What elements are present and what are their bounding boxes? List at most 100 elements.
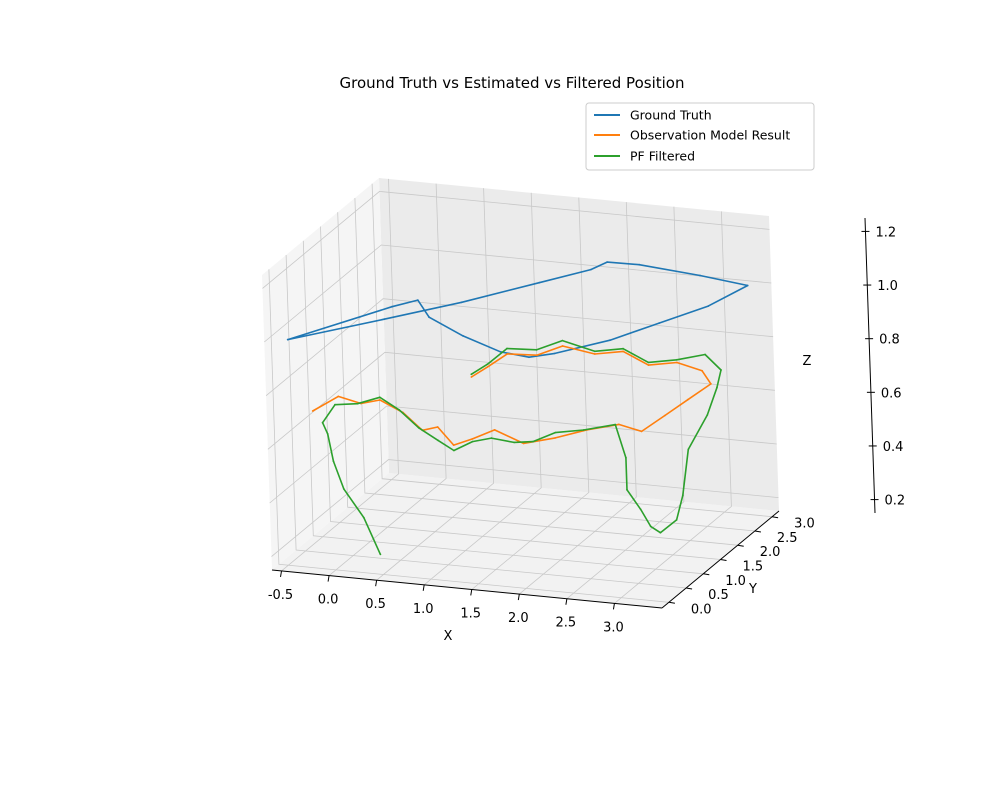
point-ground-truth-15 bbox=[462, 335, 464, 337]
y-tick-label-1: 0.5 bbox=[708, 588, 729, 603]
point-ground-truth-18 bbox=[391, 305, 393, 308]
y-gridline-0 bbox=[268, 269, 669, 603]
point-pf-filtered-18 bbox=[582, 429, 585, 431]
y-tick-label-4: 2.0 bbox=[760, 545, 781, 560]
x-tick-mark-7 bbox=[612, 603, 615, 610]
x-tick-mark-5 bbox=[517, 594, 520, 601]
x-tick-mark-2 bbox=[375, 580, 378, 587]
y-tick-mark-2 bbox=[703, 573, 710, 576]
y-tick-label-2: 1.0 bbox=[725, 574, 746, 589]
z-tick-label-0: 0.2 bbox=[885, 494, 906, 509]
x-tick-label-0: -0.5 bbox=[268, 588, 293, 603]
y-tick-mark-6 bbox=[772, 516, 779, 519]
point-pf-filtered-16 bbox=[532, 440, 534, 443]
point-pf-filtered-20 bbox=[625, 456, 627, 459]
point-ground-truth-17 bbox=[416, 299, 419, 301]
point-pf-filtered-38 bbox=[506, 347, 508, 350]
legend-label-observation-model-result: Observation Model Result bbox=[630, 128, 790, 143]
x-tick-label-4: 1.5 bbox=[460, 606, 481, 621]
z-gridline-1 bbox=[269, 405, 777, 504]
x-gridline-2 bbox=[376, 188, 495, 581]
point-pf-filtered-15 bbox=[513, 441, 515, 444]
point-pf-filtered-14 bbox=[490, 437, 493, 439]
axis-panes bbox=[262, 178, 779, 608]
point-pf-filtered-7 bbox=[356, 402, 359, 405]
point-pf-filtered-5 bbox=[321, 421, 324, 424]
point-observation-model-result-8 bbox=[471, 438, 474, 440]
x-tick-label-3: 1.0 bbox=[413, 602, 434, 617]
point-observation-model-result-23 bbox=[561, 345, 564, 347]
point-observation-model-result-10 bbox=[522, 442, 525, 445]
point-ground-truth-8 bbox=[746, 284, 749, 287]
y-axis-label: Y bbox=[748, 582, 757, 597]
point-pf-filtered-39 bbox=[486, 363, 489, 366]
point-pf-filtered-29 bbox=[716, 386, 718, 389]
point-observation-model-result-7 bbox=[452, 444, 455, 446]
z-axis-label: Z bbox=[803, 354, 812, 369]
x-tick-label-1: 0.0 bbox=[318, 593, 339, 608]
point-ground-truth-7 bbox=[699, 274, 701, 277]
point-ground-truth-5 bbox=[606, 261, 608, 263]
point-pf-filtered-19 bbox=[614, 423, 617, 426]
point-pf-filtered-10 bbox=[417, 426, 420, 429]
y-tick-mark-0 bbox=[668, 601, 675, 604]
point-observation-model-result-26 bbox=[486, 366, 489, 368]
point-observation-model-result-22 bbox=[593, 353, 596, 355]
x-tick-label-2: 0.5 bbox=[365, 597, 386, 612]
point-observation-model-result-3 bbox=[379, 399, 381, 401]
z-tick-label-3: 0.8 bbox=[879, 333, 900, 348]
point-pf-filtered-22 bbox=[639, 508, 642, 511]
y-tick-label-3: 1.5 bbox=[743, 560, 764, 575]
legend-label-pf-filtered: PF Filtered bbox=[630, 149, 695, 164]
point-observation-model-result-21 bbox=[622, 350, 625, 353]
point-observation-model-result-18 bbox=[701, 369, 703, 372]
x-tick-mark-1 bbox=[327, 575, 330, 582]
y-tick-label-6: 3.0 bbox=[794, 517, 815, 532]
point-pf-filtered-37 bbox=[535, 348, 538, 351]
point-pf-filtered-24 bbox=[659, 531, 662, 534]
tick-labels: -0.5 0.0 0.5 1.0 1.5 2.0 2.5 3.00.00.51.01.52.0… bbox=[268, 225, 905, 635]
point-pf-filtered-31 bbox=[704, 353, 706, 356]
point-pf-filtered-30 bbox=[720, 369, 722, 371]
point-pf-filtered-40 bbox=[470, 373, 473, 376]
point-ground-truth-9 bbox=[707, 305, 710, 307]
point-ground-truth-6 bbox=[638, 263, 641, 266]
z-tick-label-2: 0.6 bbox=[881, 386, 902, 401]
point-pf-filtered-17 bbox=[554, 431, 557, 434]
x-tick-label-6: 2.5 bbox=[556, 616, 577, 631]
point-observation-model-result-1 bbox=[337, 395, 340, 398]
point-observation-model-result-17 bbox=[710, 383, 712, 385]
point-pf-filtered-6 bbox=[334, 403, 336, 406]
x-tick-mark-4 bbox=[470, 589, 473, 596]
y-gridline-5 bbox=[354, 197, 755, 532]
point-pf-filtered-8 bbox=[378, 396, 381, 399]
z-tick-label-5: 1.2 bbox=[875, 225, 896, 240]
legend-label-ground-truth: Ground Truth bbox=[630, 108, 712, 123]
y-tick-label-5: 2.5 bbox=[777, 531, 798, 546]
y-gridline-2 bbox=[302, 240, 704, 575]
point-observation-model-result-19 bbox=[676, 361, 678, 364]
point-observation-model-result-11 bbox=[554, 437, 557, 439]
point-observation-model-result-16 bbox=[686, 398, 689, 401]
y-tick-label-0: 0.0 bbox=[691, 602, 712, 617]
point-ground-truth-4 bbox=[589, 268, 592, 271]
y-gridline-6 bbox=[371, 183, 773, 518]
point-pf-filtered-3 bbox=[332, 460, 335, 462]
z-gridline-2 bbox=[267, 351, 775, 450]
point-observation-model-result-13 bbox=[617, 423, 620, 426]
x-gridline-7 bbox=[614, 211, 732, 604]
y-tick-mark-4 bbox=[737, 544, 744, 547]
x-gridline-4 bbox=[471, 197, 590, 590]
y-gridline-3 bbox=[320, 226, 721, 560]
point-observation-model-result-24 bbox=[535, 354, 538, 357]
point-pf-filtered-4 bbox=[326, 433, 329, 435]
x-tick-label-7: 3.0 bbox=[603, 620, 624, 635]
z-gridline-0 bbox=[271, 459, 779, 557]
z-axis-line bbox=[864, 217, 876, 514]
z-tick-label-4: 1.0 bbox=[877, 279, 898, 294]
point-pf-filtered-25 bbox=[675, 519, 678, 521]
z-gridline-3 bbox=[265, 298, 774, 397]
point-observation-model-result-6 bbox=[436, 426, 439, 428]
point-pf-filtered-34 bbox=[622, 347, 624, 350]
